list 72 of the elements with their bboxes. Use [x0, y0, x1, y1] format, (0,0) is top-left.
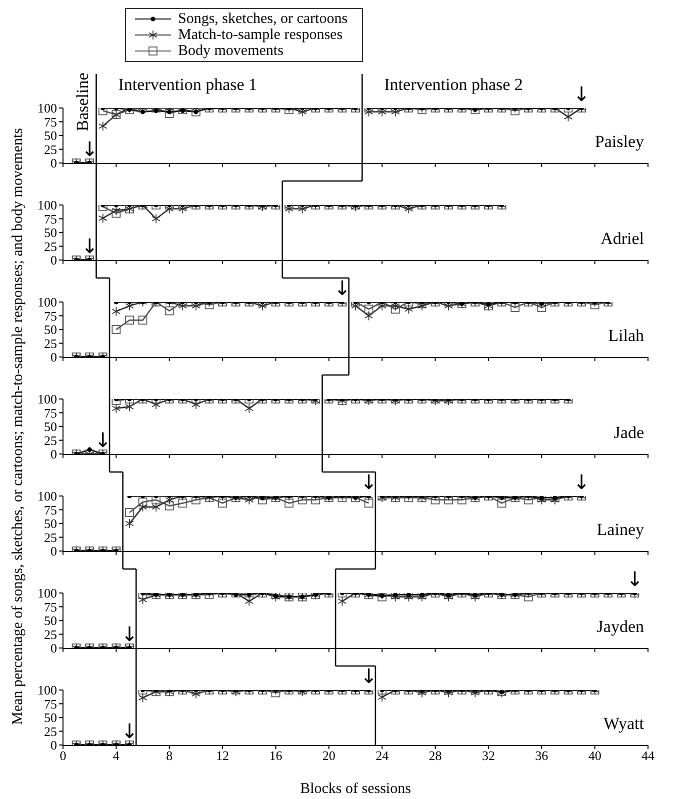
- annotation: ↓: [573, 82, 590, 106]
- text: Lainey: [596, 520, 644, 539]
- x-tick-label: 12: [216, 748, 230, 764]
- y-tick-label: 0: [50, 446, 57, 462]
- y-tick-label: 75: [44, 308, 57, 324]
- text: Lilah: [608, 326, 644, 345]
- y-tick-label: 50: [44, 710, 57, 726]
- y-tick-label: 75: [44, 599, 57, 614]
- x-tick-label: 28: [428, 748, 442, 764]
- y-tick-label: 50: [44, 613, 57, 628]
- annotation: ↓: [121, 622, 138, 646]
- x-tick-label: 24: [376, 748, 390, 764]
- y-tick-label: 50: [44, 322, 57, 338]
- text: Adriel: [600, 229, 644, 248]
- legend-label: Match-to-sample responses: [178, 27, 343, 43]
- y-tick-label: 75: [44, 502, 57, 518]
- x-tick-label: 44: [642, 748, 655, 764]
- y-tick-label: 25: [44, 530, 57, 545]
- y-tick-label: 100: [38, 100, 57, 116]
- y-tick-label: 75: [44, 114, 57, 130]
- x-tick-label: 36: [535, 748, 549, 764]
- y-tick-label: 100: [38, 198, 57, 213]
- y-tick-label: 25: [44, 724, 57, 739]
- text: Jayden: [596, 617, 644, 636]
- y-tick-label: 50: [44, 128, 57, 144]
- annotation: ↓: [81, 234, 98, 258]
- annotation: Baseline: [73, 72, 92, 132]
- legend-label: Songs, sketches, or cartoons: [178, 11, 348, 27]
- y-tick-label: 100: [38, 294, 57, 310]
- x-tick-label: 16: [269, 748, 283, 764]
- annotation: ↓: [360, 470, 378, 494]
- y-tick-label: 100: [38, 682, 57, 698]
- y-tick-label: 25: [44, 336, 57, 351]
- y-tick-label: 0: [50, 640, 57, 656]
- text: Wyatt: [603, 714, 644, 733]
- y-tick-label: 50: [44, 516, 57, 532]
- annotation: ↓: [334, 276, 351, 300]
- y-tick-label: 0: [50, 156, 57, 171]
- y-tick-label: 100: [38, 488, 57, 504]
- y-tick-label: 0: [50, 252, 57, 268]
- annotation: ↓: [121, 719, 138, 743]
- y-tick-label: 100: [38, 586, 57, 601]
- text: Intervention phase 2: [384, 75, 523, 94]
- y-tick-label: 0: [50, 544, 57, 559]
- x-tick-label: 20: [322, 748, 336, 764]
- x-tick-label: 32: [482, 748, 495, 764]
- y-axis-title: Mean percentage of songs, sketches, or cartoons; match-to-sample responses; and body movements: [10, 128, 26, 725]
- annotation: ↓: [626, 567, 644, 591]
- y-tick-label: 75: [44, 211, 57, 226]
- text: Paisley: [594, 132, 644, 151]
- text: Intervention phase 1: [118, 75, 258, 94]
- y-tick-label: 25: [44, 432, 57, 448]
- y-tick-label: 25: [44, 238, 57, 254]
- y-tick-label: 25: [44, 142, 57, 157]
- y-tick-label: 75: [44, 405, 57, 420]
- annotation: ↓: [360, 664, 378, 688]
- annotation: ↓: [94, 428, 112, 452]
- x-tick-label: 8: [166, 748, 173, 764]
- y-tick-label: 50: [44, 225, 57, 240]
- y-tick-label: 0: [50, 350, 57, 365]
- y-tick-label: 0: [50, 738, 57, 753]
- legend-label: Body movements: [178, 43, 284, 59]
- annotation: ↓: [573, 470, 590, 494]
- y-tick-label: 50: [44, 419, 57, 434]
- y-tick-label: 25: [44, 626, 57, 642]
- annotation: ↓: [81, 137, 98, 161]
- text: Jade: [614, 423, 644, 442]
- x-axis-title: Blocks of sessions: [300, 781, 412, 797]
- y-tick-label: 75: [44, 696, 57, 712]
- x-tick-label: 40: [588, 748, 602, 764]
- y-tick-label: 100: [38, 392, 57, 407]
- x-tick-label: 4: [112, 748, 120, 764]
